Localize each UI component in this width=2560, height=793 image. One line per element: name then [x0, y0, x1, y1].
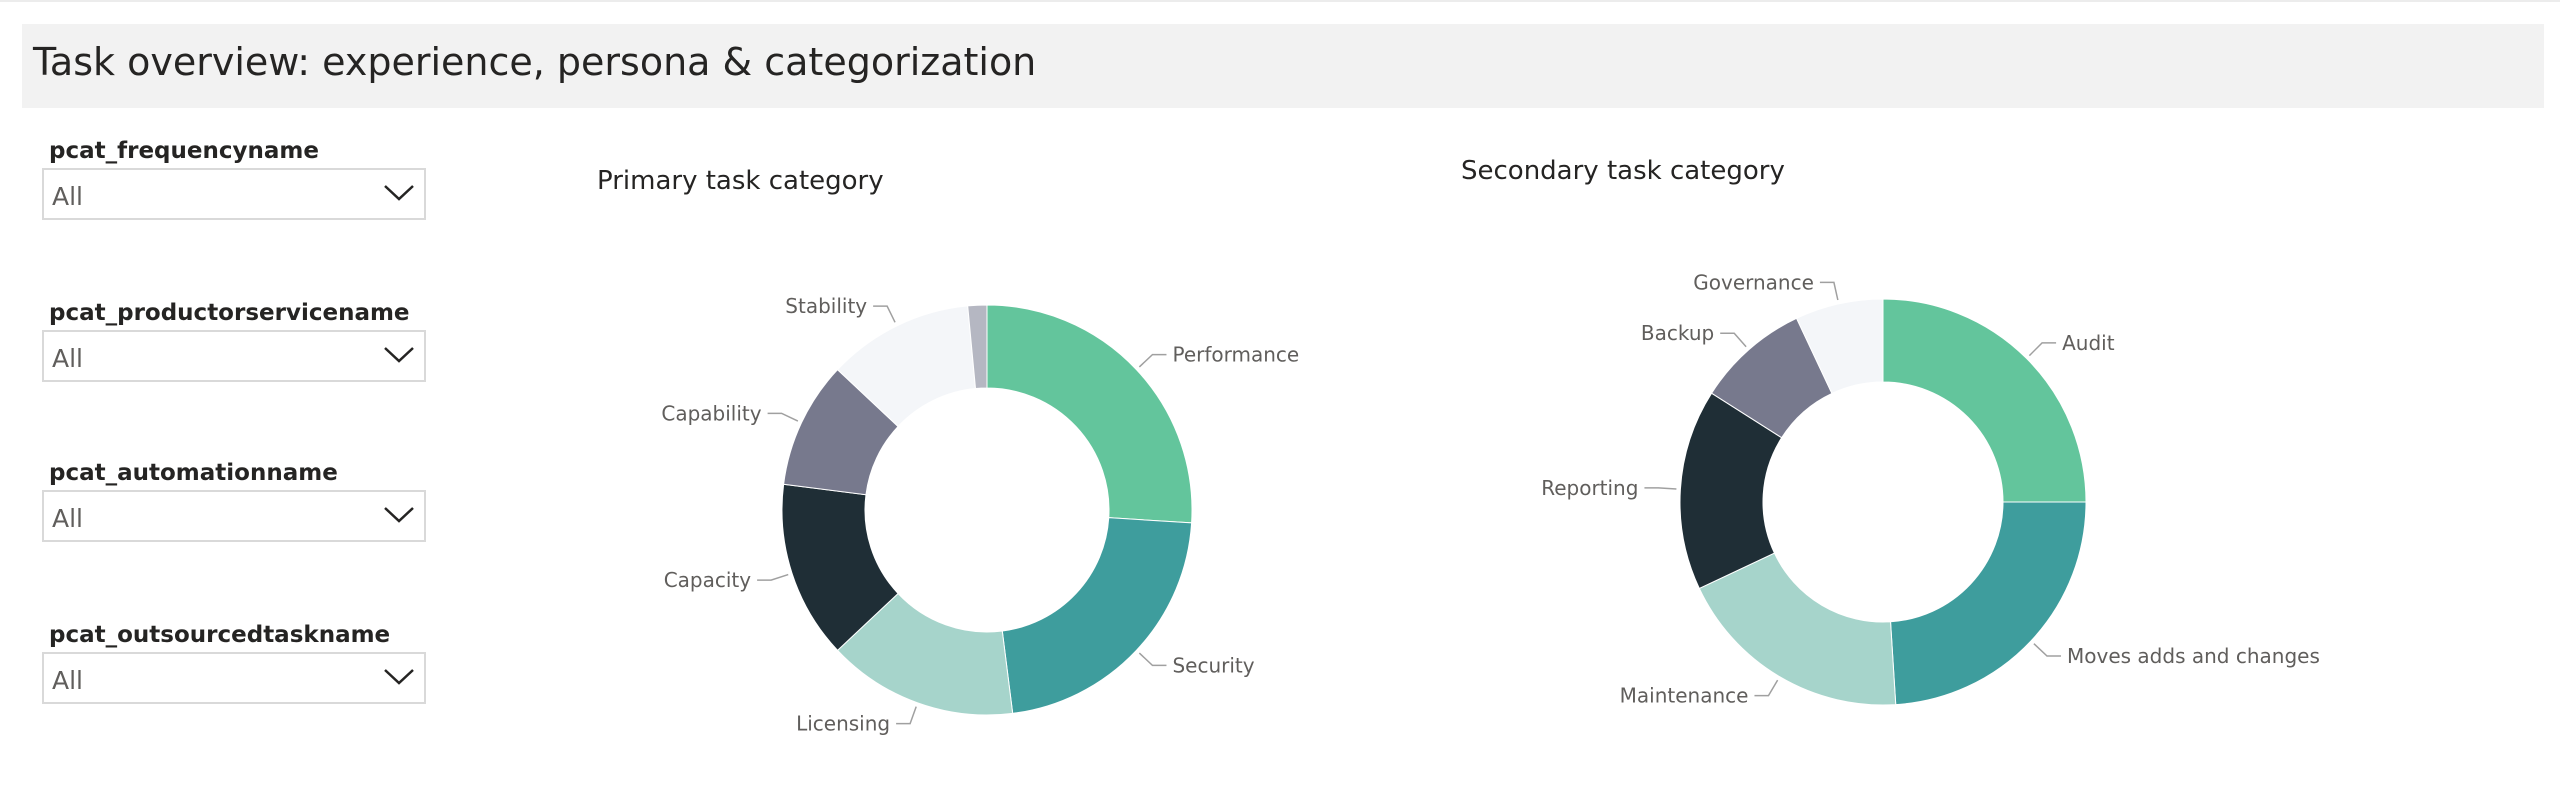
leader-line [2033, 643, 2062, 657]
automation-dropdown[interactable]: All [42, 490, 426, 542]
slice-label: Governance [1693, 270, 1814, 294]
slice-label: Capability [661, 401, 761, 425]
chevron-down-icon [384, 347, 414, 363]
page-title: Task overview: experience, persona & cat… [33, 40, 1037, 84]
slice-label: Backup [1641, 321, 1714, 345]
frequency-dropdown[interactable]: All [42, 168, 426, 220]
primary-chart-title: Primary task category [597, 166, 884, 196]
slicer-header: pcat_automationname [49, 460, 338, 486]
slice-label: Performance [1172, 343, 1299, 367]
outsourcedtask-dropdown[interactable]: All [42, 652, 426, 704]
leader-line [1819, 281, 1839, 301]
chevron-down-icon [384, 507, 414, 523]
leader-line [873, 305, 896, 323]
slicer-frequency: pcat_frequencyname All [42, 138, 430, 220]
dropdown-value: All [52, 504, 83, 533]
dropdown-value: All [52, 182, 83, 211]
donut-slice-audit[interactable] [1882, 298, 2087, 503]
dropdown-value: All [52, 666, 83, 695]
slice-label: Moves adds and changes [2067, 644, 2320, 668]
slicer-header: pcat_productorservicename [49, 300, 410, 326]
leader-line [1644, 487, 1677, 490]
slicer-header: pcat_frequencyname [49, 138, 319, 164]
slice-label: Licensing [796, 712, 890, 736]
leader-line [1138, 353, 1167, 368]
leader-line [2028, 342, 2057, 357]
slice-label: Stability [785, 294, 867, 318]
page-header: Task overview: experience, persona & cat… [22, 24, 2544, 108]
donut-slice-maintenance[interactable] [1698, 552, 1897, 706]
slicer-header: pcat_outsourcedtaskname [49, 622, 391, 648]
donut-slice-moves-adds-and-changes[interactable] [1889, 501, 2087, 706]
top-divider [0, 0, 2560, 2]
donut-slice-other[interactable] [967, 304, 988, 390]
donut-slice-security[interactable] [1001, 517, 1193, 714]
leader-line [1720, 332, 1747, 348]
leader-line [767, 412, 799, 422]
chevron-down-icon [384, 669, 414, 685]
slicer-outsourcedtask: pcat_outsourcedtaskname All [42, 622, 430, 704]
slice-label: Audit [2062, 331, 2115, 355]
leader-line [757, 573, 789, 581]
chevron-down-icon [384, 185, 414, 201]
slice-label: Capacity [664, 568, 752, 592]
donut-slice-governance[interactable] [1795, 298, 1884, 395]
slice-label: Maintenance [1620, 684, 1749, 708]
dropdown-value: All [52, 344, 83, 373]
leader-line [1754, 679, 1779, 697]
slicer-productorservice: pcat_productorservicename All [42, 300, 430, 382]
secondary-chart-title: Secondary task category [1461, 156, 1785, 186]
leader-line [1138, 652, 1167, 667]
donut-slice-performance[interactable] [986, 304, 1193, 524]
productorservice-dropdown[interactable]: All [42, 330, 426, 382]
slicer-automation: pcat_automationname All [42, 460, 430, 542]
slice-label: Security [1172, 653, 1254, 677]
slice-label: Reporting [1541, 476, 1638, 500]
leader-line [896, 706, 917, 725]
